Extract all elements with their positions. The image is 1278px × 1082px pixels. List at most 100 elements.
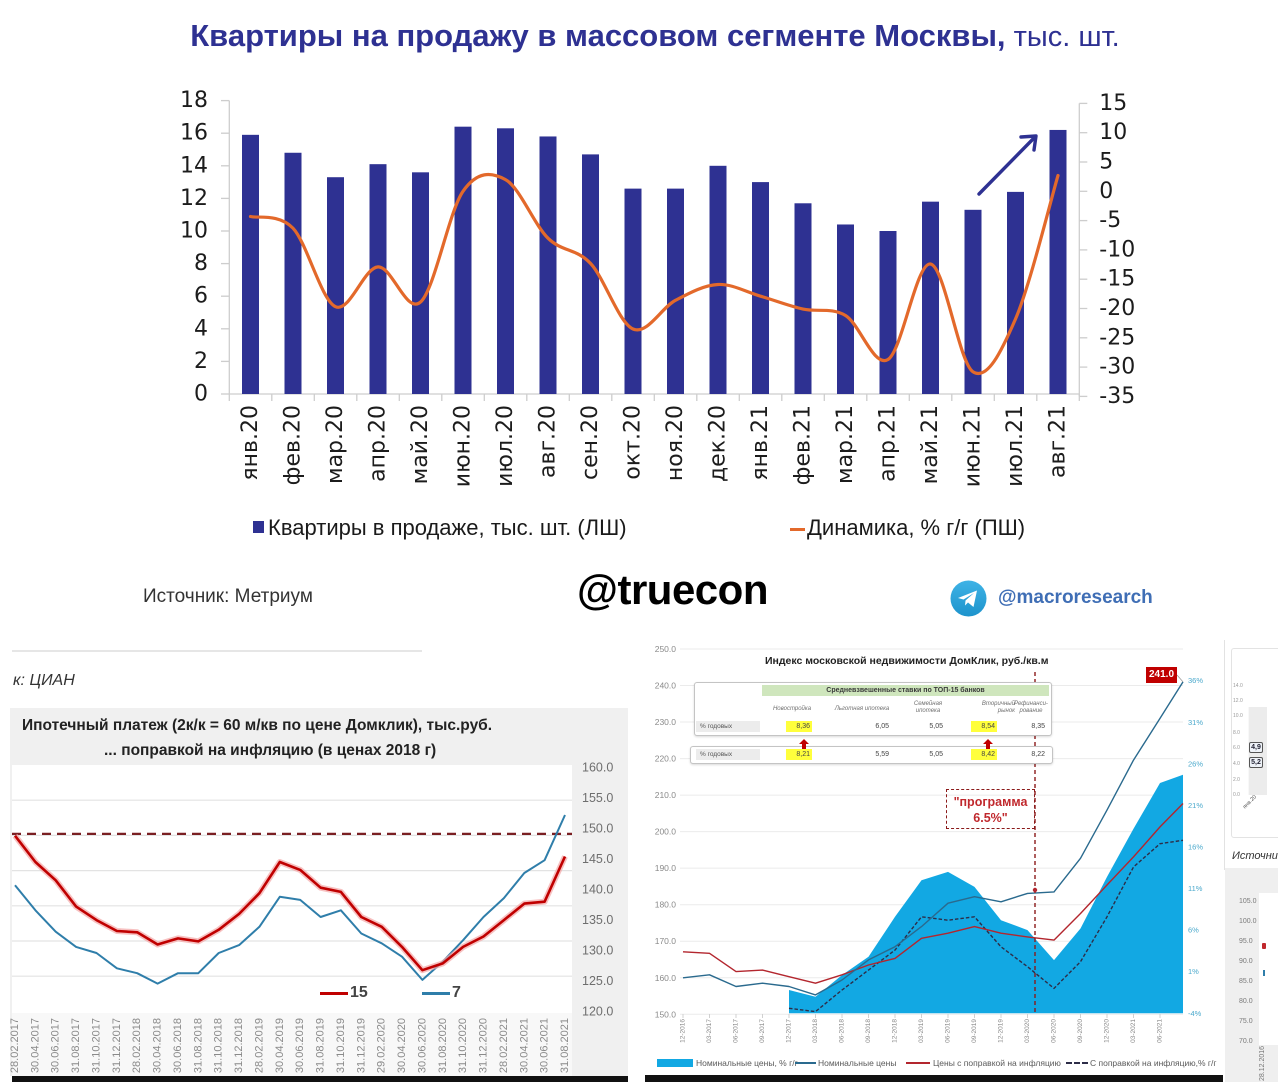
legend-swatch-7 [422, 992, 450, 995]
telegram-icon [950, 580, 987, 617]
left-axis-tick-label: 2 [194, 349, 208, 374]
right-axis-tick-label: 1% [1188, 967, 1199, 976]
legend-bars-label: Квартиры в продаже, тыс. шт. (ЛШ) [268, 515, 627, 540]
rates-table-header: Средневзвешенные ставки по ТОП-15 банков [762, 685, 1049, 696]
x-axis-date-label: 31.10.2017 [90, 1018, 102, 1073]
bar [922, 201, 939, 394]
x-axis-label: 28.12.2016 [1259, 1045, 1266, 1081]
right-axis-tick-label: 125.0 [582, 974, 613, 988]
x-axis-category-label: июн.21 [961, 405, 986, 487]
value-badge: 5,2 [1249, 757, 1263, 768]
x-axis-date-label: 31.08.2019 [315, 1018, 327, 1073]
y-tick-label: 4.0 [1233, 761, 1240, 767]
trend-arrow-icon [977, 135, 1037, 196]
trend-arrow-head-icon [1019, 134, 1038, 152]
x-axis-category-label: янв.20 [238, 405, 263, 481]
left-axis-tick-label: 14 [180, 153, 208, 178]
x-axis-date-label: 28.02.2018 [131, 1018, 143, 1073]
right-axis-tick-label: 135.0 [582, 913, 613, 927]
y-tick-label: 8.0 [1233, 730, 1240, 736]
series-line [788, 839, 1184, 1013]
left-axis-tick-label: 18 [180, 88, 208, 113]
bar [752, 182, 769, 394]
y-tick-label: 105.0 [1239, 898, 1257, 905]
left-axis-tick-label: 16 [180, 121, 208, 146]
rate-cell: 6,05 [875, 723, 889, 730]
legend-swatch-line [906, 1062, 930, 1064]
rate-cell: 8,22 [1031, 751, 1045, 758]
x-axis-date-label: 30.04.2017 [29, 1018, 41, 1073]
bar [284, 152, 302, 394]
left-axis-tick-label: 180.0 [655, 900, 677, 910]
right-axis-tick-label: 15 [1099, 91, 1127, 116]
source-fragment: к: ЦИАН [13, 672, 75, 689]
x-axis-date-label: 09-2017 [759, 1019, 766, 1043]
x-axis-category-label: авг.20 [536, 405, 561, 478]
column-header-new-build: Новостройка [757, 706, 827, 713]
x-axis-category-label: ноя.20 [663, 405, 688, 481]
right-axis-tick-label: -20 [1099, 296, 1135, 321]
domclick-chart-title: Индекс московской недвижимости ДомКлик, … [765, 655, 1049, 667]
x-axis-category-label: июл.21 [1003, 405, 1028, 487]
x-axis-category-label: сен.20 [578, 405, 603, 480]
right-axis-tick-label: 155.0 [582, 791, 613, 805]
left-axis-tick-label: 8 [194, 251, 208, 276]
x-axis-date-label: 12-2018 [892, 1019, 899, 1043]
right-axis-tick-label: 120.0 [582, 1005, 613, 1019]
legend-swatch-dashed [1066, 1062, 1088, 1064]
legend-swatch-line [795, 1062, 816, 1064]
right-axis-tick-label: 21% [1188, 801, 1203, 810]
left-axis-tick-label: 12 [180, 186, 208, 211]
x-axis-date-label: 06-2020 [1051, 1019, 1058, 1043]
bar [327, 177, 344, 394]
left-axis-tick-label: 150.0 [655, 1009, 677, 1019]
x-axis-date-label: 06-2017 [733, 1019, 740, 1043]
left-axis-tick-label: 230.0 [655, 717, 677, 727]
rate-cell: 8,54 [971, 721, 997, 732]
column-header-text: Вторичный [981, 701, 1015, 707]
yoy-change-line [248, 172, 1060, 376]
column-header-text: Рефинанси- [1014, 701, 1048, 707]
column-header-family: Семейная ипотека [893, 701, 963, 715]
value-badge: 4,9 [1249, 742, 1263, 753]
series-line [682, 681, 1184, 996]
legend-label: Номинальные цены [818, 1058, 897, 1068]
y-tick-label: 85.0 [1239, 978, 1253, 985]
x-axis-date-label: 31.10.2020 [457, 1018, 469, 1073]
right-axis-tick-label: 36% [1188, 676, 1203, 685]
series-line-7 [14, 814, 566, 985]
x-axis-date-label: 31.12.2017 [111, 1018, 123, 1073]
bar [667, 188, 684, 394]
left-axis-tick-label: 4 [194, 316, 208, 341]
right-axis-tick-label: -5 [1099, 208, 1121, 233]
x-axis-date-label: 12-2020 [1104, 1019, 1111, 1043]
telegram-handle-link[interactable]: @macroresearch [998, 587, 1153, 608]
chart-title: Квартиры на продажу в массовом сегменте … [0, 15, 1278, 58]
legend-bar-swatch [253, 521, 264, 533]
rate-cell: 5,59 [875, 751, 889, 758]
x-axis-date-label: 30.06.2020 [416, 1018, 428, 1073]
x-axis-date-label: 30.06.2019 [294, 1018, 306, 1073]
x-axis-date-label: 09-2020 [1077, 1019, 1084, 1043]
rate-cell: 5,05 [929, 751, 943, 758]
x-axis-date-label: 28.02.2021 [498, 1018, 510, 1073]
x-axis-category-label: апр.21 [876, 405, 901, 482]
legend-line-swatch [790, 528, 805, 531]
divider [12, 650, 422, 652]
x-axis-date-label: 31.10.2019 [335, 1018, 347, 1073]
mortgage-chart-subtitle: ... поправкой на инфляцию (в ценах 2018 … [104, 742, 437, 759]
right-axis-tick-label: 5 [1099, 150, 1113, 175]
x-axis-date-label: 30.06.2018 [172, 1018, 184, 1073]
right-axis-tick-label: 6% [1188, 926, 1199, 935]
right-axis-tick-label: 10 [1099, 120, 1127, 145]
source-fragment: Источни [1232, 850, 1278, 862]
right-axis-tick-label: 150.0 [582, 821, 613, 835]
right-axis-tick-label: -30 [1099, 355, 1135, 380]
flats-for-sale-bar-line-chart: 0 2 4 6 8 10 12 14 16 18 15 10 5 0 -5 -10 -15 -20 -25 -30 -3… [180, 88, 1135, 487]
right-axis-tick-label: -4% [1188, 1009, 1202, 1018]
legend-line-label: Динамика, % г/г (ПШ) [807, 515, 1026, 540]
column-header-text: рынок [997, 708, 1015, 714]
x-axis-date-label: 12-2016 [680, 1019, 687, 1043]
bar [454, 126, 472, 395]
